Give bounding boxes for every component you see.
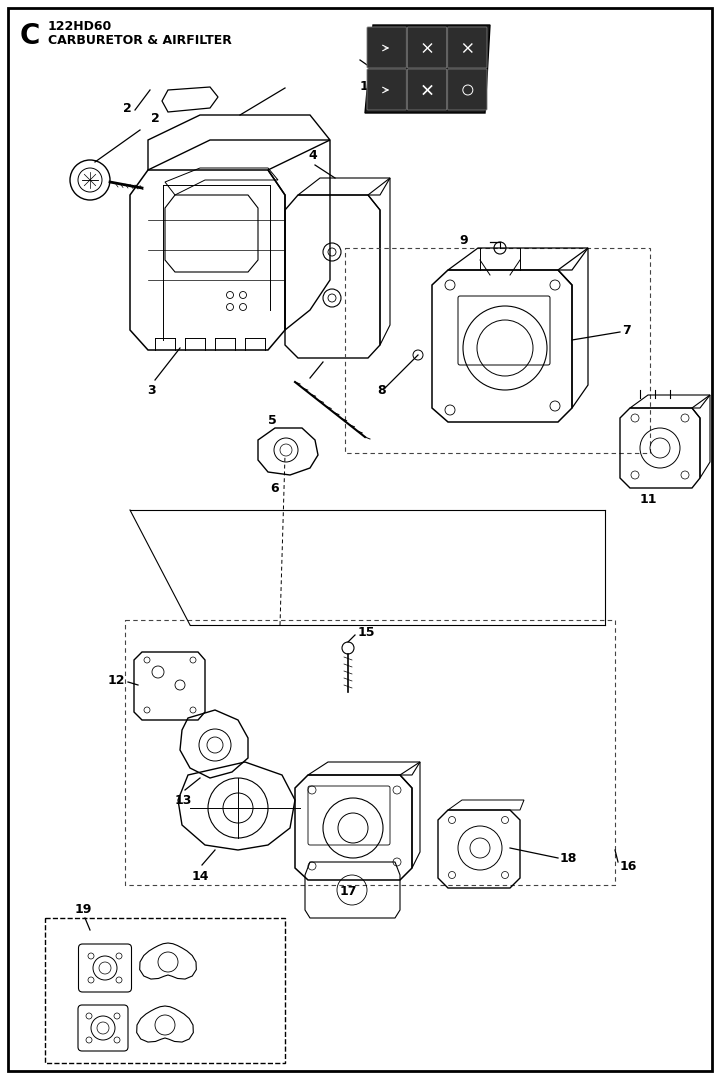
FancyBboxPatch shape	[367, 69, 406, 110]
FancyBboxPatch shape	[448, 69, 487, 110]
Polygon shape	[365, 25, 490, 113]
Text: 7: 7	[622, 324, 631, 337]
FancyBboxPatch shape	[408, 27, 446, 68]
Text: 14: 14	[192, 870, 209, 883]
Bar	[45, 918, 285, 1063]
FancyBboxPatch shape	[367, 27, 406, 68]
Text: C: C	[20, 22, 40, 50]
Text: 15: 15	[358, 627, 376, 640]
Text: 1: 1	[432, 80, 441, 93]
Text: 13: 13	[174, 794, 192, 807]
Text: 2: 2	[150, 111, 159, 124]
Text: 17: 17	[339, 885, 356, 898]
Text: 3: 3	[148, 384, 156, 397]
Text: 4: 4	[309, 149, 318, 162]
Text: 16: 16	[620, 860, 637, 873]
Bar	[125, 620, 615, 885]
Text: 8: 8	[378, 384, 387, 397]
Text: 18: 18	[560, 851, 577, 864]
Text: 12: 12	[107, 673, 125, 686]
Text: 11: 11	[639, 493, 657, 506]
Text: 1: 1	[359, 80, 368, 93]
FancyBboxPatch shape	[448, 27, 487, 68]
Text: 9: 9	[459, 233, 468, 246]
FancyBboxPatch shape	[408, 69, 446, 110]
Text: 122HD60: 122HD60	[48, 21, 112, 33]
Text: 2: 2	[123, 101, 132, 114]
Text: 19: 19	[74, 903, 91, 916]
Bar	[345, 248, 650, 453]
Text: CARBURETOR & AIRFILTER: CARBURETOR & AIRFILTER	[48, 35, 232, 47]
Text: 6: 6	[271, 482, 279, 495]
Text: 5: 5	[268, 413, 276, 426]
